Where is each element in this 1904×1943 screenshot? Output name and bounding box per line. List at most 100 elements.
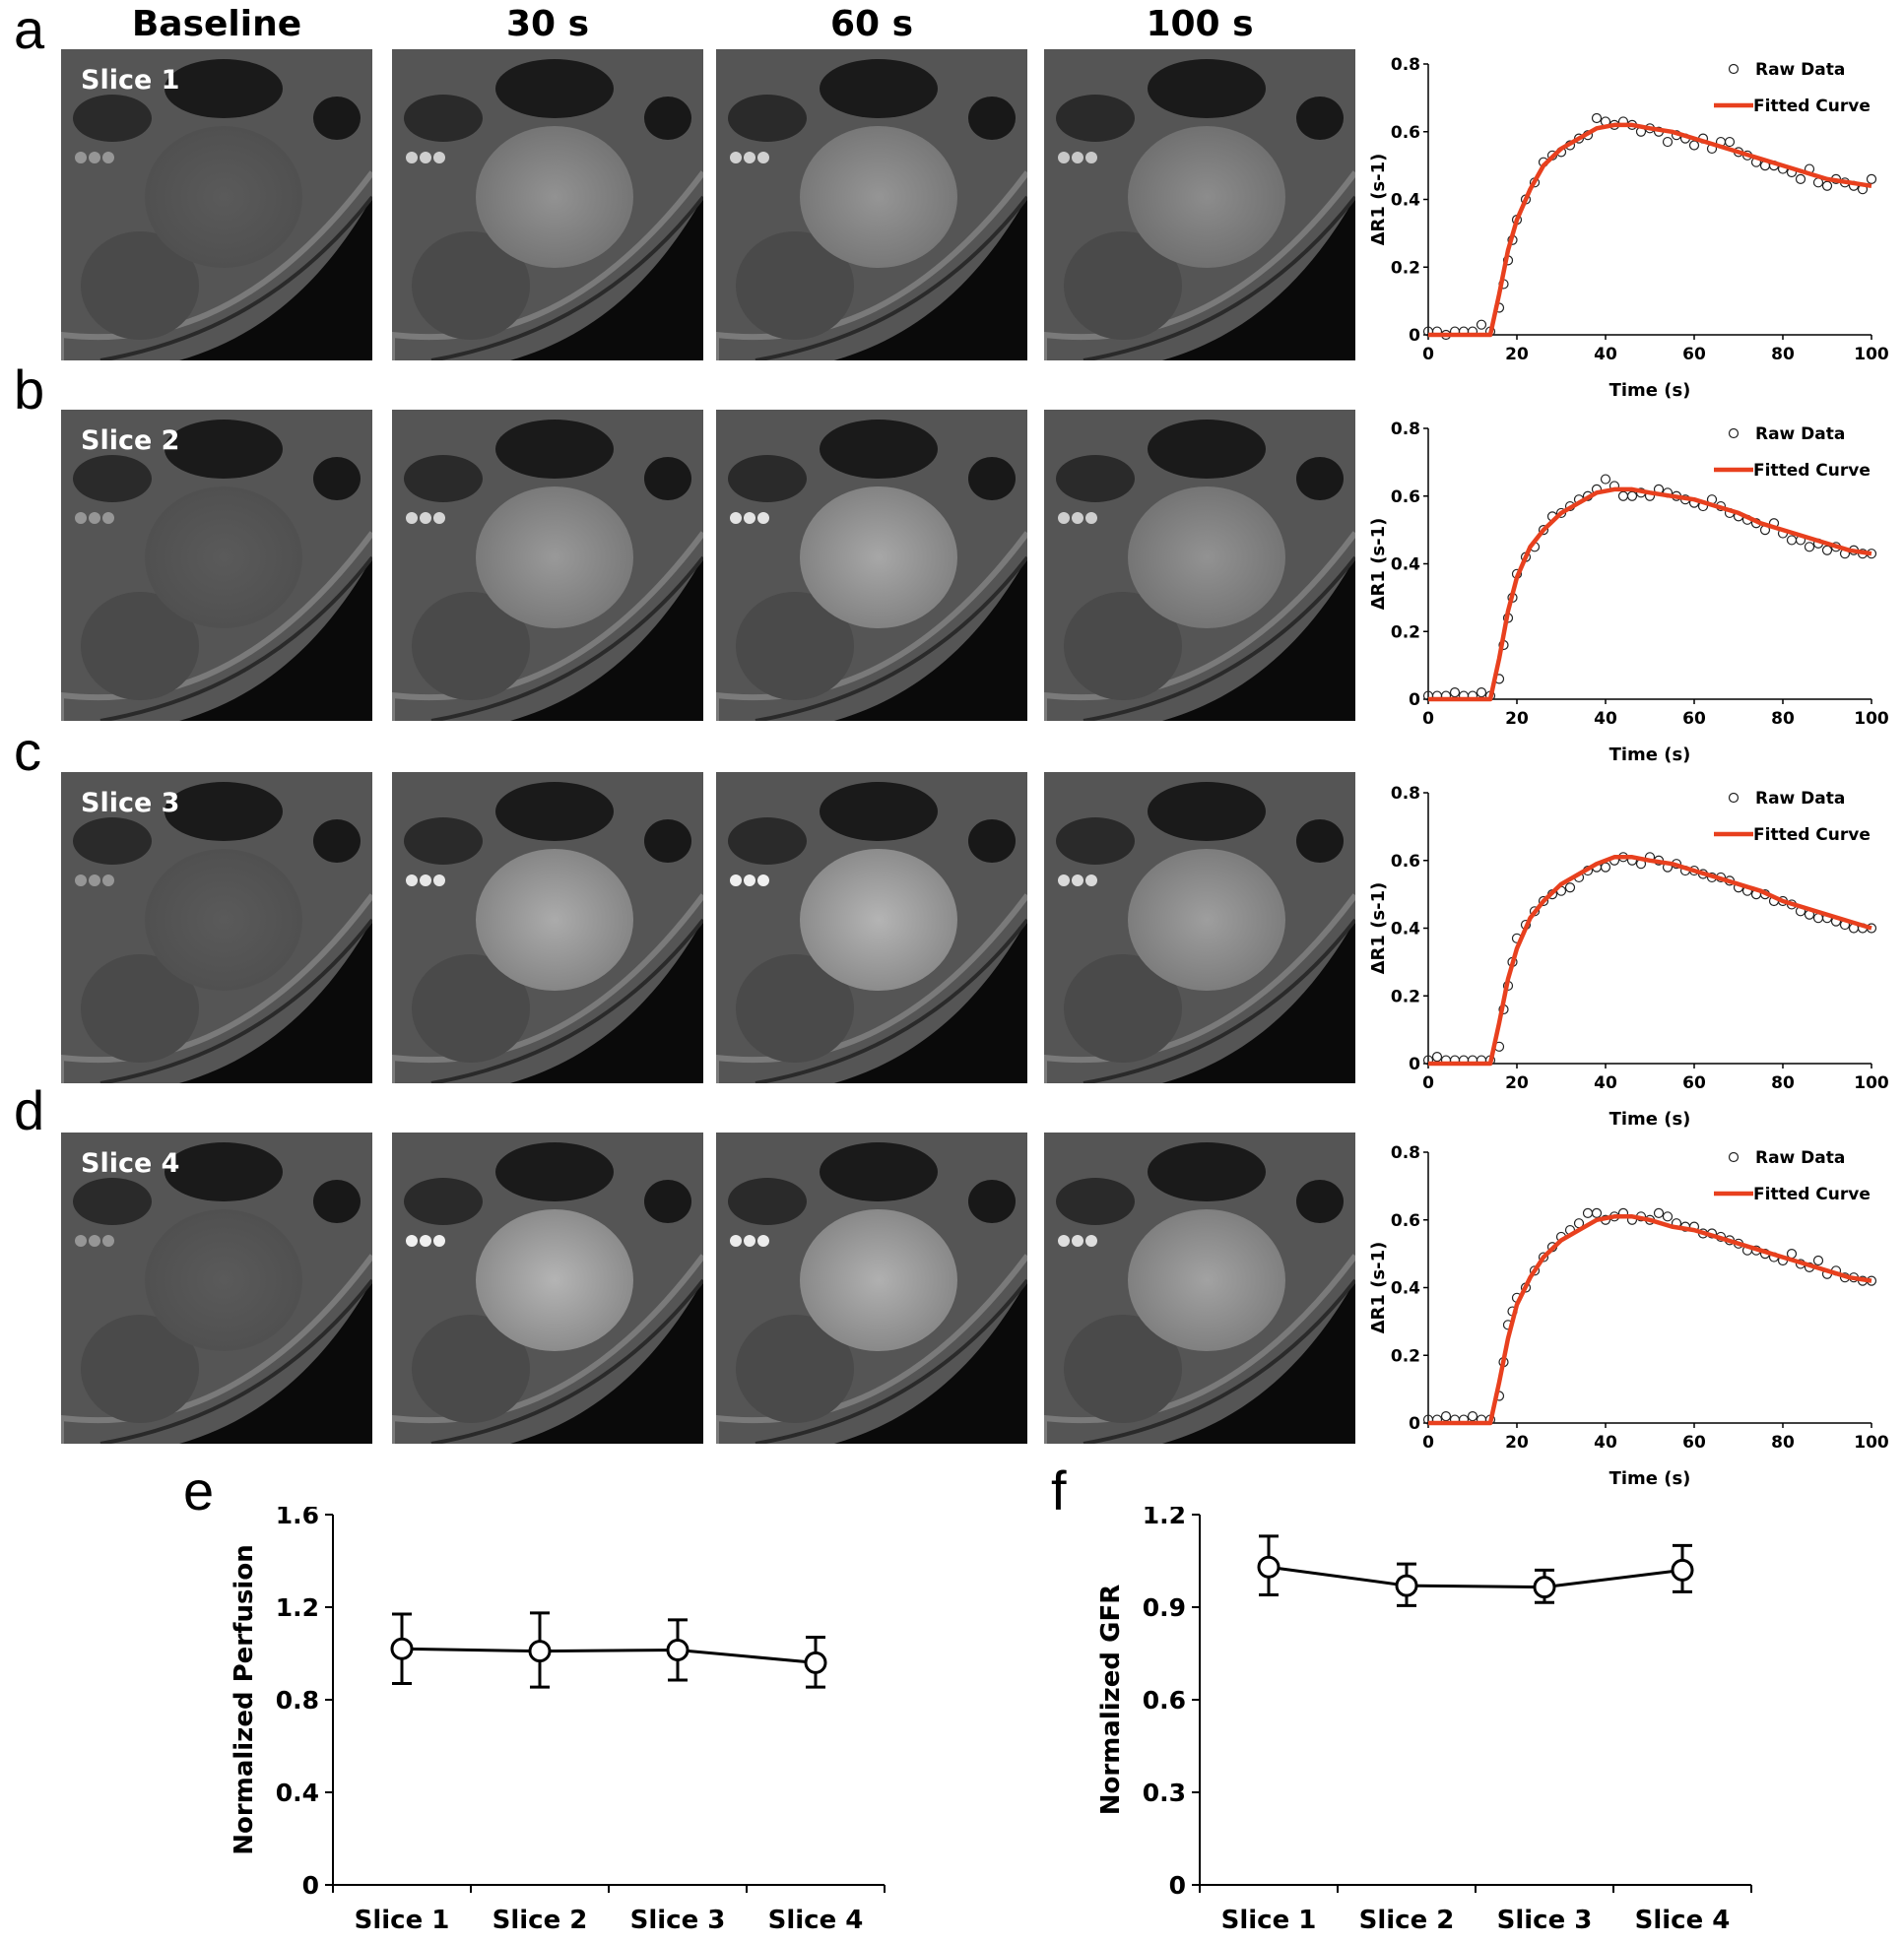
bright-spot [75,1235,87,1247]
y-tick-label: 0.3 [1143,1779,1186,1807]
fat-line [99,555,372,721]
curve-svg: 0 0.2 0.4 0.6 0.8 0 20 40 60 80 100 Time (s) ΔR1 (s-… [1368,1143,1889,1489]
raw-data-point [1600,862,1611,873]
summary-svg: 0 0.4 0.8 1.2 1.6 Slice 1 Slice 2 Slice 3 Slice … [230,1501,886,1935]
outside-body-region [179,197,372,360]
bright-spot [757,512,769,524]
x-tick-label: 20 [1505,709,1529,729]
y-tick-label: 0.8 [276,1686,319,1715]
x-tick-label: Slice 2 [1359,1906,1455,1935]
curve-svg: 0 0.2 0.4 0.6 0.8 0 20 40 60 80 100 Time (s) ΔR1 (s-… [1368,784,1889,1130]
bright-spot [75,874,87,886]
y-axis-label: ΔR1 (s-1) [1368,518,1389,611]
raw-data-point [1538,525,1549,536]
fat-line [755,918,1027,1083]
x-tick-label: 40 [1594,345,1617,364]
fat-line [99,195,372,360]
dark-region [1148,59,1266,118]
raw-data-point [1688,140,1700,151]
mri-image [716,49,1027,360]
fat-line [430,918,703,1083]
dark-region [820,1142,938,1201]
x-tick-label: 100 [1854,1433,1889,1453]
skin-line [1044,531,1355,721]
dark-region [1296,457,1344,500]
skin-line [392,893,703,1083]
kidney [800,1209,957,1351]
dark-region [1148,1142,1266,1201]
raw-data-point [1591,1207,1603,1218]
raw-data-point [1662,1211,1674,1222]
mri-image [392,772,703,1083]
data-point [1533,1576,1556,1599]
dark-region [495,420,614,479]
raw-data-point [1467,1411,1478,1422]
bright-spot [757,1235,769,1247]
curve-svg: 0 0.2 0.4 0.6 0.8 0 20 40 60 80 100 Time (s) ΔR1 (s-… [1368,420,1889,765]
mri-image [716,772,1027,1083]
mri-image [1044,49,1355,360]
y-tick-label: 0.6 [1391,123,1420,143]
raw-data-point [1662,136,1674,148]
dark-region [728,1178,807,1225]
legend-label-fit: Fitted Curve [1753,1185,1871,1204]
x-axis-label: Time (s) [1609,380,1691,401]
mri-image: Slice 1 [61,49,372,360]
bright-spot [89,512,100,524]
x-tick-label: 20 [1505,1073,1529,1093]
legend-marker-raw [1728,63,1740,75]
outside-body-region [510,557,703,721]
x-tick-label: Slice 3 [630,1906,726,1935]
raw-data-point [1440,1411,1452,1422]
fitted-curve-line [1428,486,1872,702]
curve-chart-d: 0 0.2 0.4 0.6 0.8 0 20 40 60 80 100 Time (s) ΔR1 (s-… [1359,1133,1891,1499]
x-tick-label: Slice 2 [492,1906,588,1935]
mri-image-svg [392,49,703,360]
bright-spot [89,152,100,163]
fat-line [755,195,1027,360]
x-tick-label: 80 [1771,1073,1795,1093]
bright-spot [420,152,431,163]
organ-region [412,1315,530,1423]
fitted-curve-line [1428,122,1872,338]
organ-region [412,231,530,340]
outside-body-region [179,1280,372,1444]
data-point [1671,1558,1694,1582]
dark-region [495,59,614,118]
raw-data-point [1582,1207,1594,1218]
outside-body-region [1162,197,1355,360]
organ-region [736,231,854,340]
y-axis-label: Normalized Perfusion [230,1544,259,1854]
panel-letter-c: c [14,720,41,782]
bright-spot [89,1235,100,1247]
legend-label-raw: Raw Data [1755,1148,1845,1168]
x-tick-label: 0 [1422,345,1434,364]
y-tick-label: 0 [1409,1055,1420,1074]
y-tick-label: 0 [1169,1871,1186,1900]
panel-letter-f: f [1051,1459,1067,1522]
panel-letter-a: a [14,0,45,60]
y-axis-label: ΔR1 (s-1) [1368,154,1389,246]
slice-label: Slice 2 [81,425,180,456]
x-tick-label: 60 [1682,1433,1706,1453]
y-tick-label: 0.4 [1391,1279,1420,1299]
fat-line [1083,918,1355,1083]
raw-data-point [1786,535,1798,546]
dark-region [164,420,283,479]
kidney [1128,1209,1285,1351]
mri-image-svg [1044,49,1355,360]
bright-spot [433,1235,445,1247]
organ-region [1064,954,1182,1063]
legend-label-fit: Fitted Curve [1753,461,1871,481]
raw-data-point [1431,1052,1443,1063]
mri-image-svg [1044,1133,1355,1444]
fitted-curve-line [1428,855,1872,1067]
column-header-30s: 30 s [505,4,590,44]
bright-spot [406,152,418,163]
dark-region [1056,817,1135,865]
bright-spot [744,512,755,524]
slice-label: Slice 4 [81,1148,180,1179]
curve-chart-c: 0 0.2 0.4 0.6 0.8 0 20 40 60 80 100 Time (s) ΔR1 (s-… [1359,773,1891,1139]
organ-region [81,592,199,700]
dark-region [1056,455,1135,502]
